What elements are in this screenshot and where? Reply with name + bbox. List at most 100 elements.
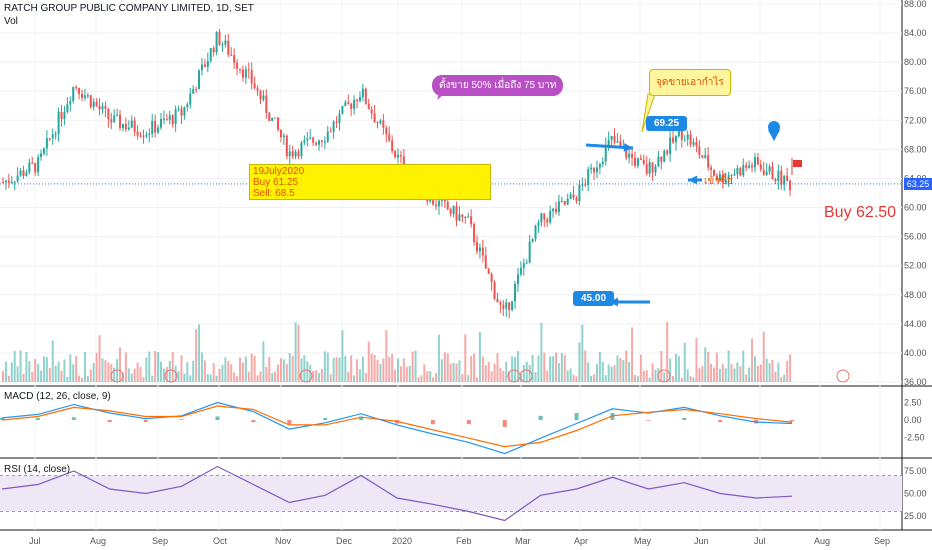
volume-bar [710, 363, 713, 382]
volume-bar [183, 373, 186, 382]
candle-body [508, 302, 511, 311]
volume-bar [408, 365, 411, 382]
candle-body [531, 239, 534, 242]
time-axis-label: Nov [275, 536, 292, 546]
candle-body [704, 155, 707, 158]
volume-bar [303, 355, 306, 382]
volume-bar [37, 364, 40, 382]
volume-bar [555, 352, 557, 382]
candle-body [730, 175, 733, 177]
candle-body [467, 216, 470, 218]
candle-body [136, 131, 139, 136]
volume-bar [364, 372, 367, 382]
volume-bar [42, 356, 45, 382]
candle-body [505, 302, 508, 309]
candle-body [370, 109, 373, 114]
candle-body [546, 219, 549, 223]
candle-body [291, 151, 294, 157]
candle-body [212, 48, 215, 53]
volume-bar [534, 372, 537, 382]
macd-histogram-bar [502, 420, 507, 427]
time-axis-label: Jul [754, 536, 766, 546]
candle-body [318, 140, 320, 145]
macd-histogram-bar [251, 420, 256, 423]
volume-bar [28, 361, 31, 382]
macd-histogram-bar [718, 420, 723, 423]
volume-bar [622, 360, 625, 382]
price-tick-label: 84.00 [904, 28, 927, 38]
buy-zone-label: เข้าซื้อ [704, 176, 733, 187]
volume-bar [426, 371, 429, 382]
volume-bar [130, 373, 133, 382]
candle-body [81, 93, 83, 98]
candle-body [312, 137, 315, 143]
candle-body [449, 209, 452, 214]
candle-body [244, 69, 247, 78]
volume-bar [604, 375, 607, 382]
volume-bar [636, 376, 639, 382]
rsi-label: RSI (14, close) [4, 464, 71, 475]
time-axis-label: Jun [694, 536, 709, 546]
volume-bar [66, 376, 69, 382]
volume-bar [645, 370, 648, 382]
volume-bar [765, 358, 768, 382]
candle-body [525, 262, 528, 264]
volume-bar [57, 361, 60, 382]
candle-body [739, 168, 742, 176]
volume-bar [171, 352, 174, 382]
volume-bar [549, 356, 552, 382]
candle-body [534, 225, 537, 240]
arrow-buy-zone-head [688, 175, 698, 185]
macd-histogram-bar [179, 419, 184, 420]
volume-bar [22, 373, 25, 382]
volume-bar [63, 359, 66, 382]
candle-body [203, 64, 206, 67]
volume-bar [481, 356, 484, 382]
volume-bar [727, 350, 730, 382]
volume-bar [145, 357, 148, 382]
candle-body [748, 165, 751, 168]
volume-bar [724, 368, 727, 382]
volume-bar [162, 368, 165, 382]
candle-body [692, 142, 695, 145]
candle-body [329, 131, 332, 133]
candle-body [654, 166, 657, 173]
macd-histogram-bar [287, 420, 292, 425]
volume-bar [672, 375, 675, 382]
candle-body [519, 267, 522, 275]
volume-bar [677, 356, 680, 382]
volume-bar [707, 351, 710, 382]
candle-body [789, 180, 792, 191]
trade-note-date: 19July2020 [253, 166, 305, 177]
volume-bar [13, 350, 16, 382]
time-axis-label: Oct [213, 536, 228, 546]
volume-bar [83, 351, 86, 382]
volume-bar [440, 359, 443, 382]
macd-tick-label: 2.50 [904, 398, 922, 408]
candle-body [455, 205, 458, 221]
candle-body [713, 169, 715, 176]
buy-price-text: Buy 62.50 [824, 204, 897, 221]
candle-body [285, 135, 288, 157]
volume-bar [31, 371, 34, 382]
candle-body [19, 170, 22, 176]
yellow-profit-note: จุดขายเอากำไร [649, 69, 731, 96]
earnings-marker-icon [836, 369, 850, 383]
volume-bar [40, 370, 43, 382]
candle-body [309, 137, 312, 139]
macd-histogram-bar [143, 420, 148, 423]
rsi-line [1, 465, 793, 522]
rsi-tick-label: 75.00 [904, 466, 927, 476]
volume-bar [581, 324, 584, 382]
candle-body [265, 95, 268, 114]
volume-bar [557, 362, 560, 382]
volume-bar [370, 353, 373, 382]
volume-bar [227, 360, 230, 382]
candle-body [435, 204, 438, 207]
volume-bar [639, 354, 642, 382]
candle-body [780, 170, 783, 185]
candle-body [51, 134, 54, 139]
volume-bar [595, 364, 598, 382]
volume-bar [584, 350, 587, 382]
volume-bar [432, 377, 435, 382]
